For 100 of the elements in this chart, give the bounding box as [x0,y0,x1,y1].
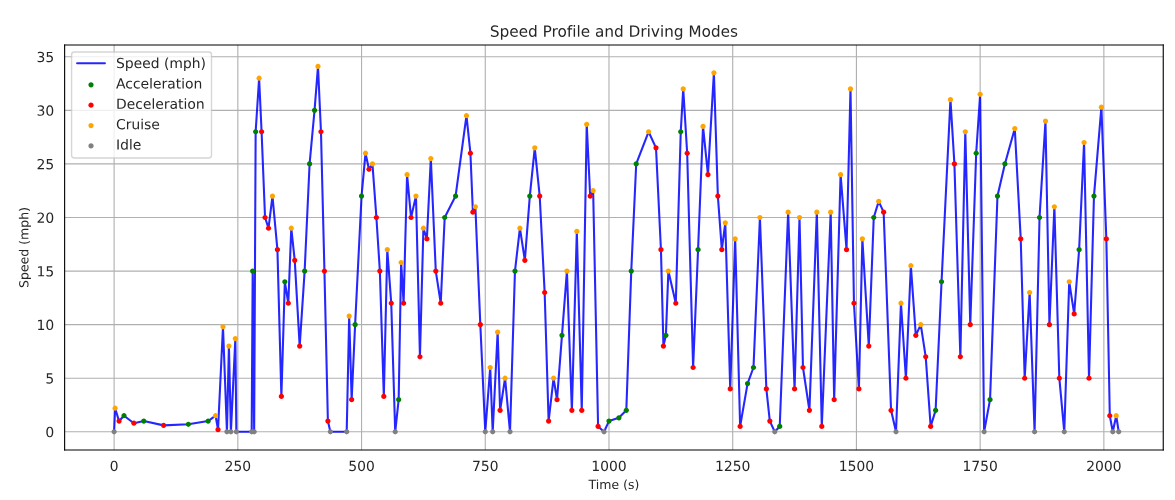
y-tick-label: 10 [38,319,54,331]
point [977,91,983,97]
point [306,161,313,167]
point [442,214,448,221]
point [532,145,538,151]
point [938,279,945,285]
point [233,429,239,435]
point [256,75,262,81]
point [1098,104,1104,110]
y-tick-label: 0 [46,426,54,438]
point [744,380,751,387]
point [111,429,117,435]
x-tick-label: 1500 [840,460,874,472]
point [750,364,757,371]
point [112,405,118,411]
point [398,259,404,266]
point [973,150,979,156]
point [226,343,232,349]
point [420,225,427,231]
point [908,263,914,269]
point [463,113,470,119]
point [212,413,219,419]
point [404,172,410,178]
point [1061,429,1067,435]
point [344,429,350,435]
point [250,268,256,274]
point [628,268,634,274]
point [574,228,580,235]
point [584,121,590,127]
point [665,268,671,274]
point [253,129,259,135]
point [876,198,882,205]
point [1036,214,1043,221]
point [512,268,518,274]
point [933,407,939,413]
point [121,413,127,419]
point [282,279,288,285]
x-axis-title: Time (s) [588,479,639,491]
legend-label: Speed (mph) [116,57,205,71]
point [898,300,904,306]
point [502,375,508,381]
y-axis-title: Speed (mph) [18,208,31,288]
point [837,172,844,178]
x-tick-label: 2000 [1087,460,1121,472]
point [559,332,565,338]
point [302,268,308,274]
y-tick-label: 30 [37,105,54,116]
legend-label: Deceleration [117,98,204,110]
point [141,418,147,424]
point [384,247,390,253]
point [315,63,321,70]
point [732,236,738,242]
point [490,429,496,435]
point [785,209,791,215]
point [606,418,612,424]
point [1002,161,1008,167]
legend-label: Acceleration [116,77,202,89]
point [527,193,533,199]
y-tick-label: 5 [46,373,53,384]
point [550,375,557,381]
point [828,209,834,215]
point [369,161,376,167]
point [757,214,763,221]
point [981,429,987,435]
point [711,70,717,76]
point [623,407,629,413]
point [1076,247,1082,253]
point [482,429,488,435]
point [893,429,899,435]
point [590,188,596,194]
point [1116,429,1122,435]
point [847,86,854,92]
x-tick-label: 0 [110,460,118,472]
point [487,364,493,371]
point [680,86,686,92]
point [413,193,419,199]
point [987,397,993,403]
point [185,421,191,427]
point [962,129,968,135]
x-tick-label: 750 [473,460,498,472]
point [346,313,352,319]
point [1081,139,1087,146]
point [564,268,570,274]
point [269,193,276,199]
point [205,418,211,424]
y-tick-label: 15 [38,266,53,277]
point [452,193,459,199]
point [918,322,924,328]
point [1113,413,1119,419]
y-tick-label: 20 [37,212,54,223]
point [327,429,333,435]
point [859,236,865,242]
y-tick-label: 25 [37,158,53,170]
point [1042,118,1049,124]
point [695,247,701,253]
point [228,429,234,435]
point [507,429,513,435]
y-tick-label: 35 [37,51,53,63]
point [352,322,358,328]
point [428,155,434,162]
